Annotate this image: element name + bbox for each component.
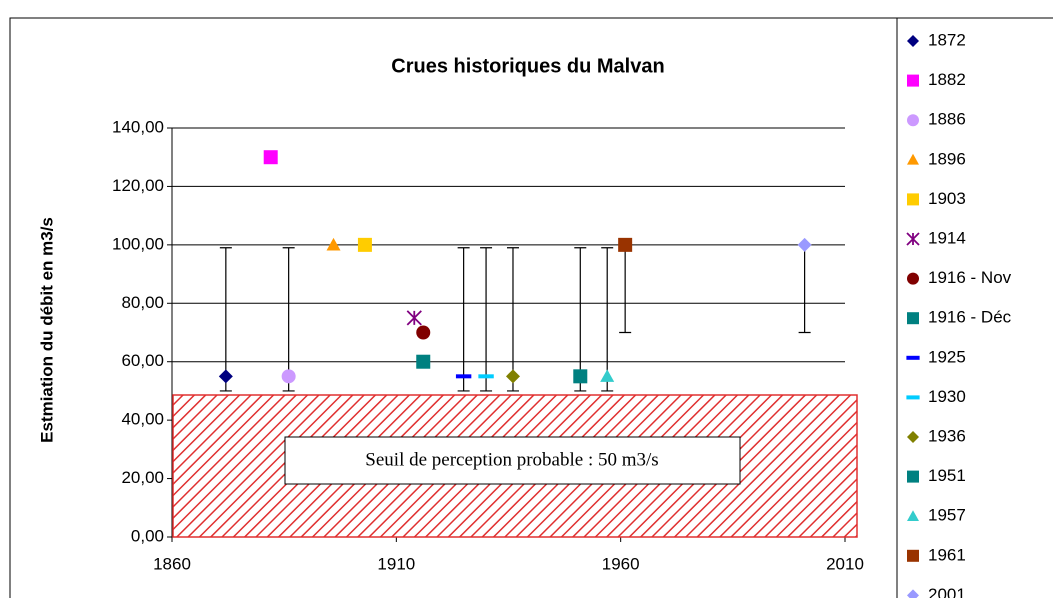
marker [907,312,919,325]
y-tick-label: 120,00 [112,176,164,195]
marker [416,354,431,369]
x-tick-label: 1960 [602,554,640,573]
marker [218,369,233,384]
legend-box [896,17,1053,598]
legend-label: 2001 [928,585,966,598]
error-bar [282,247,295,392]
y-tick-label: 100,00 [112,234,164,253]
x-tick-label: 1860 [153,554,191,573]
legend-label: 1882 [928,70,966,89]
error-bar [219,247,232,392]
marker [907,193,919,206]
marker [600,369,615,382]
legend-label: 1961 [928,545,966,564]
marker [573,369,588,384]
y-tick-label: 140,00 [112,117,164,136]
chart-title: Crues historiques du Malvan [391,55,664,77]
marker [907,35,919,47]
error-bar [601,247,614,392]
y-tick-label: 20,00 [121,468,164,487]
legend-label: 1903 [928,189,966,208]
legend-label: 1925 [928,347,966,366]
legend-label: 1957 [928,506,966,525]
marker [907,510,919,521]
error-bar [574,247,587,392]
marker [906,395,920,400]
legend-label: 1936 [928,426,966,445]
legend-label: 1872 [928,30,966,49]
marker [281,369,296,384]
legend-label: 1916 - Nov [928,268,1012,287]
x-tick-label: 1910 [377,554,415,573]
marker [907,589,919,598]
marker [263,150,278,165]
legend-label: 1886 [928,110,966,129]
legend-label: 1951 [928,466,966,485]
legend-label: 1896 [928,149,966,168]
x-tick-label: 2010 [826,554,864,573]
marker [907,431,919,443]
marker [906,355,920,360]
error-bar [506,247,519,392]
y-tick-label: 80,00 [121,293,164,312]
y-tick-label: 40,00 [121,410,164,429]
marker [907,153,919,165]
marker [326,237,341,251]
error-bar [480,247,493,392]
marker [406,310,422,326]
marker [907,549,919,562]
legend-label: 1930 [928,387,966,406]
y-axis-label: Estmiation du débit en m3/s [37,217,56,443]
legend-label: 1916 - Déc [928,308,1012,327]
error-bar [457,247,470,392]
marker [906,232,920,246]
annotation-box [284,436,741,485]
marker [907,74,919,87]
annotation: Seuil de perception probable : 50 m3/s [365,449,658,470]
marker [907,470,919,483]
y-tick-label: 60,00 [121,351,164,370]
legend-label: 1914 [928,228,966,247]
marker [455,374,472,379]
marker [416,325,431,340]
marker [907,272,919,285]
marker [357,237,372,252]
marker [505,369,520,384]
y-tick-label: 0,00 [131,526,164,545]
marker [907,114,919,127]
marker [478,374,494,379]
marker [618,237,633,252]
marker [797,237,812,252]
